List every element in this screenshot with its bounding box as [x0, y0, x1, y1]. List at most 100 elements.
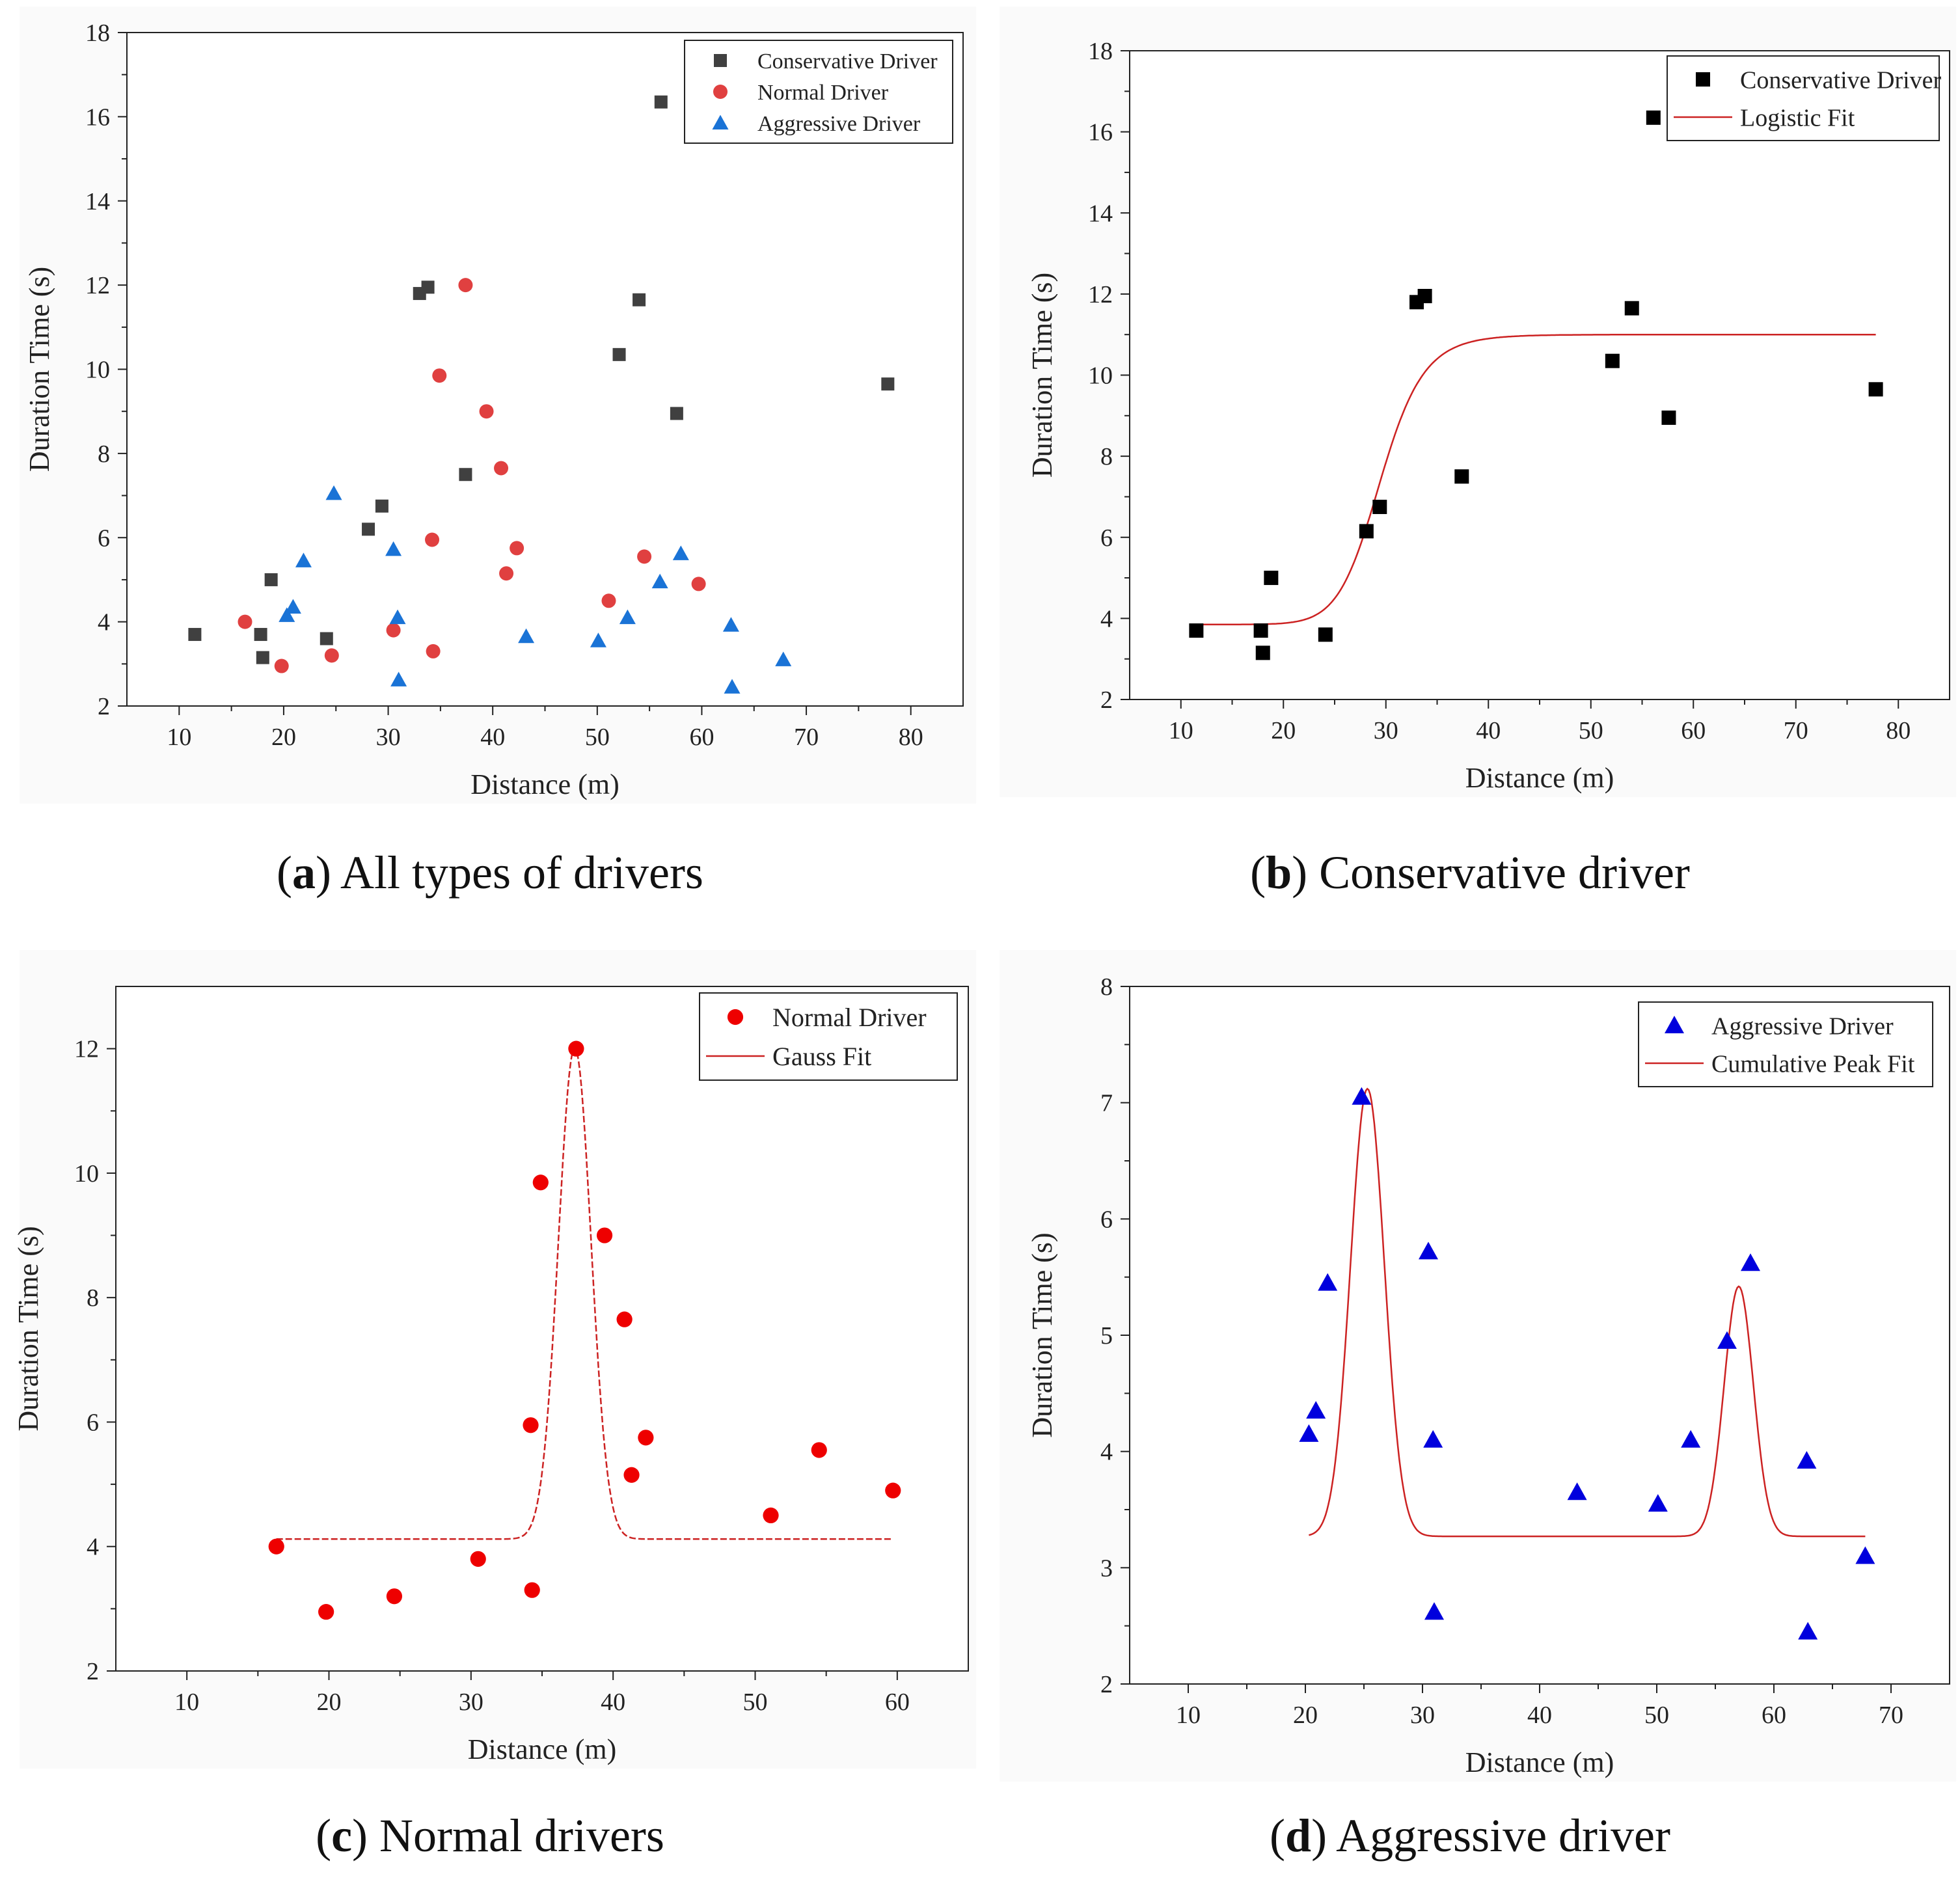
data-point — [596, 1227, 613, 1243]
legend-label: Normal Driver — [757, 81, 889, 105]
y-tick-label: 2 — [98, 693, 110, 720]
data-point — [654, 95, 668, 109]
caption-b: (b) Conservative driver — [1250, 847, 1690, 899]
chart-panel-a: 10 20 30 40 50 60 70 80 2 4 6 8 10 12 14 16 18 Distance (… — [20, 7, 976, 804]
data-point — [375, 499, 388, 513]
data-point — [1798, 1622, 1818, 1640]
data-point — [499, 566, 514, 581]
data-point — [426, 644, 441, 658]
x-tick-label: 50 — [1644, 1702, 1669, 1729]
x-tick-label: 40 — [1527, 1702, 1552, 1729]
x-tick-label: 50 — [585, 724, 610, 751]
data-point — [518, 628, 535, 644]
data-point — [1605, 353, 1620, 368]
y-tick-label: 7 — [1100, 1090, 1113, 1117]
x-tick-label: 40 — [1476, 717, 1501, 744]
x-tick-label: 50 — [1579, 717, 1603, 744]
series-square — [1189, 110, 1883, 660]
data-point — [1264, 571, 1279, 586]
data-point — [1717, 1331, 1737, 1349]
caption-text: Aggressive driver — [1336, 1810, 1670, 1862]
y-axis-label: Duration Time (s) — [12, 1226, 44, 1431]
legend: Aggressive Driver Cumulative Peak Fit — [1638, 1001, 1933, 1087]
caption-text: Conservative driver — [1319, 847, 1690, 899]
y-axis-label: Duration Time (s) — [23, 267, 55, 472]
data-point — [1352, 1087, 1372, 1105]
x-tick-label: 60 — [689, 724, 714, 751]
legend-label: Logistic Fit — [1740, 104, 1855, 131]
x-tick-label: 20 — [1293, 1702, 1318, 1729]
x-tick-label: 10 — [1169, 717, 1193, 744]
data-point — [811, 1442, 827, 1458]
legend-label: Aggressive Driver — [1711, 1012, 1894, 1040]
x-tick-label: 60 — [885, 1689, 910, 1716]
data-point — [524, 1582, 540, 1598]
data-point — [1423, 1430, 1443, 1448]
data-point — [268, 1538, 284, 1554]
data-point — [612, 347, 626, 361]
data-point — [881, 377, 895, 391]
series-triangle — [279, 485, 792, 694]
data-point — [459, 468, 472, 482]
x-tick-label: 30 — [459, 1689, 483, 1716]
data-point — [256, 651, 269, 664]
data-point — [458, 278, 473, 293]
data-point — [1741, 1253, 1760, 1271]
legend-label: Aggressive Driver — [757, 112, 921, 136]
y-tick-label: 6 — [1100, 524, 1113, 552]
data-point — [1417, 288, 1432, 303]
x-tick-label: 70 — [1879, 1702, 1903, 1729]
x-tick-label: 60 — [1762, 1702, 1786, 1729]
data-point — [494, 461, 509, 476]
data-point — [386, 623, 401, 638]
data-point — [1306, 1401, 1326, 1419]
data-point — [1318, 1273, 1338, 1291]
y-tick-label: 6 — [98, 524, 110, 552]
x-tick-label: 80 — [899, 724, 923, 751]
series-square — [188, 95, 895, 664]
data-point — [1318, 627, 1333, 642]
caption-letter: d — [1285, 1810, 1312, 1862]
y-tick-label: 3 — [1100, 1554, 1113, 1582]
plot-frame — [1129, 986, 1950, 1685]
data-point — [619, 609, 636, 625]
data-point — [324, 648, 339, 663]
data-point — [637, 549, 652, 564]
series-triangle — [1299, 1087, 1875, 1640]
fit-curve — [1196, 333, 1876, 625]
legend: Conservative Driver Logistic Fit — [1667, 55, 1942, 141]
data-point — [284, 599, 301, 614]
chart-panel-c: 10 20 30 40 50 60 2 4 6 8 10 12 Distance (m) Duration… — [12, 950, 976, 1769]
legend-marker — [727, 1009, 744, 1025]
data-point — [590, 632, 606, 647]
legend-box — [699, 992, 958, 1081]
data-point — [325, 485, 342, 500]
y-tick-label: 10 — [85, 357, 110, 384]
x-tick-label: 80 — [1886, 717, 1911, 744]
data-point — [1299, 1424, 1319, 1442]
x-tick-label: 70 — [1784, 717, 1808, 744]
legend-marker — [714, 54, 727, 67]
y-axis-label: Duration Time (s) — [1026, 273, 1058, 478]
y-tick-label: 14 — [85, 188, 110, 215]
data-point — [238, 614, 252, 629]
x-axis-label: Distance (m) — [1465, 762, 1614, 794]
y-tick-label: 10 — [1088, 362, 1113, 390]
x-tick-label: 20 — [1271, 717, 1296, 744]
y-tick-label: 16 — [1088, 119, 1113, 146]
plot-frame — [126, 32, 964, 707]
data-point — [389, 609, 406, 625]
y-tick-label: 14 — [1088, 200, 1113, 227]
y-tick-label: 18 — [1088, 38, 1113, 65]
data-point — [1648, 1494, 1668, 1512]
chart-panel-b: 10 20 30 40 50 60 70 80 2 4 6 8 10 12 14 16 18 Distance (… — [1000, 7, 1956, 797]
x-tick-label: 10 — [1176, 1702, 1201, 1729]
y-tick-label: 6 — [87, 1409, 99, 1436]
legend-label: Normal Driver — [772, 1003, 927, 1032]
data-point — [672, 545, 689, 560]
data-point — [1424, 1602, 1444, 1620]
axis-ticks: 10 20 30 40 50 60 70 2 3 4 5 6 7 8 — [1100, 973, 1903, 1729]
legend-marker — [712, 115, 729, 129]
data-point — [724, 679, 741, 694]
y-tick-label: 8 — [1100, 973, 1113, 1001]
